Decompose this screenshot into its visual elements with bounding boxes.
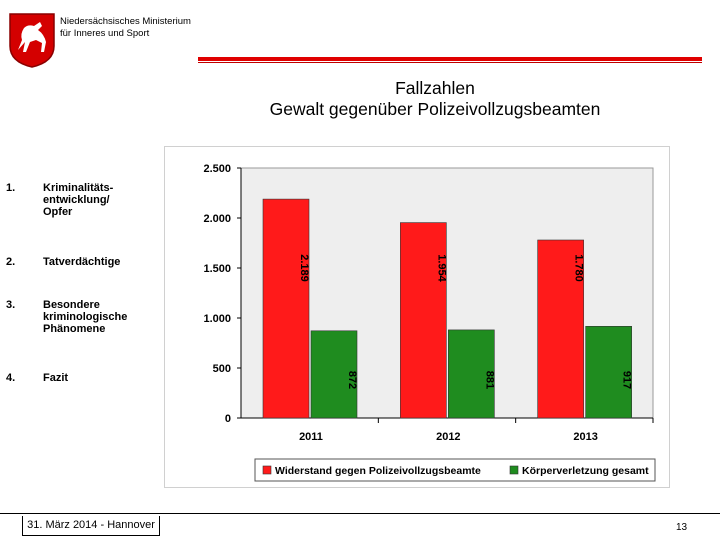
x-tick-label: 2013 [573, 431, 597, 443]
y-tick-label: 1.500 [203, 263, 231, 275]
title-line-2: Gewalt gegenüber Polizeivollzugsbeamten [269, 99, 601, 119]
data-label: 2.189 [298, 254, 310, 282]
y-tick-label: 0 [225, 413, 231, 425]
plot-area [240, 167, 654, 419]
nav-item-number: 3. [6, 299, 16, 311]
ministry-name: Niedersächsisches Ministerium für Innere… [60, 16, 191, 40]
nav-item-label: Tatverdächtige [43, 256, 121, 268]
ministry-line-2: für Inneres und Sport [60, 28, 150, 39]
y-tick-label: 500 [213, 363, 231, 375]
x-tick-label: 2011 [299, 431, 323, 443]
bar-widerstand [400, 222, 447, 419]
nav-item-number: 4. [6, 372, 16, 384]
legend-swatch [509, 465, 519, 475]
data-label: 872 [346, 371, 358, 389]
data-label: 881 [483, 371, 495, 389]
nav-item-number: 2. [6, 256, 16, 268]
nav-item-2[interactable]: 2. Tatverdächtige [6, 256, 156, 268]
data-label: 1.780 [573, 254, 585, 282]
nav-item-number: 1. [6, 182, 16, 194]
page-number: 13 [676, 522, 688, 533]
lower-saxony-horse-logo [9, 13, 55, 68]
y-tick-label: 1.000 [203, 313, 231, 325]
legend-label: Körperverletzung gesamt [522, 465, 649, 477]
bar-koerperverletzung [585, 326, 632, 419]
header-divider [198, 57, 702, 61]
chart-panel: 0 500 1.000 1.500 2.000 2.500 2.189 872 2011 1.95… [164, 146, 670, 488]
title-line-1: Fallzahlen [395, 78, 475, 98]
bar-koerperverletzung [448, 329, 495, 419]
y-tick-label: 2.500 [203, 163, 231, 175]
nav-item-label: Kriminalitäts-entwicklung/Opfer [43, 182, 114, 218]
legend-swatch [262, 465, 272, 475]
nav-item-label: Besondere kriminologische Phänomene [43, 299, 128, 335]
nav-item-4[interactable]: 4. Fazit [6, 372, 156, 384]
footer-divider [0, 513, 720, 514]
ministry-line-1: Niedersächsisches Ministerium [60, 16, 191, 27]
bar-widerstand [537, 239, 584, 419]
bar-koerperverletzung [310, 330, 358, 419]
data-label: 1.954 [435, 254, 447, 282]
data-label: 917 [621, 371, 633, 389]
footer-date: 31. März 2014 - Hannover [22, 516, 160, 536]
header-divider-thin [198, 62, 702, 63]
bar-chart: 0 500 1.000 1.500 2.000 2.500 2.189 872 2011 1.95… [203, 163, 656, 482]
bar-widerstand [262, 198, 310, 419]
legend-label: Widerstand gegen Polizeivollzugsbeamte [275, 465, 481, 477]
x-tick-label: 2012 [436, 431, 460, 443]
nav-item-3[interactable]: 3. Besondere kriminologische Phänomene [6, 299, 156, 335]
legend [254, 458, 656, 482]
nav-item-label: Fazit [43, 372, 69, 384]
page-title: Fallzahlen Gewalt gegenüber Polizeivollz… [180, 78, 690, 120]
y-tick-label: 2.000 [203, 213, 231, 225]
nav-item-1[interactable]: 1. Kriminalitäts-entwicklung/Opfer [6, 182, 156, 218]
